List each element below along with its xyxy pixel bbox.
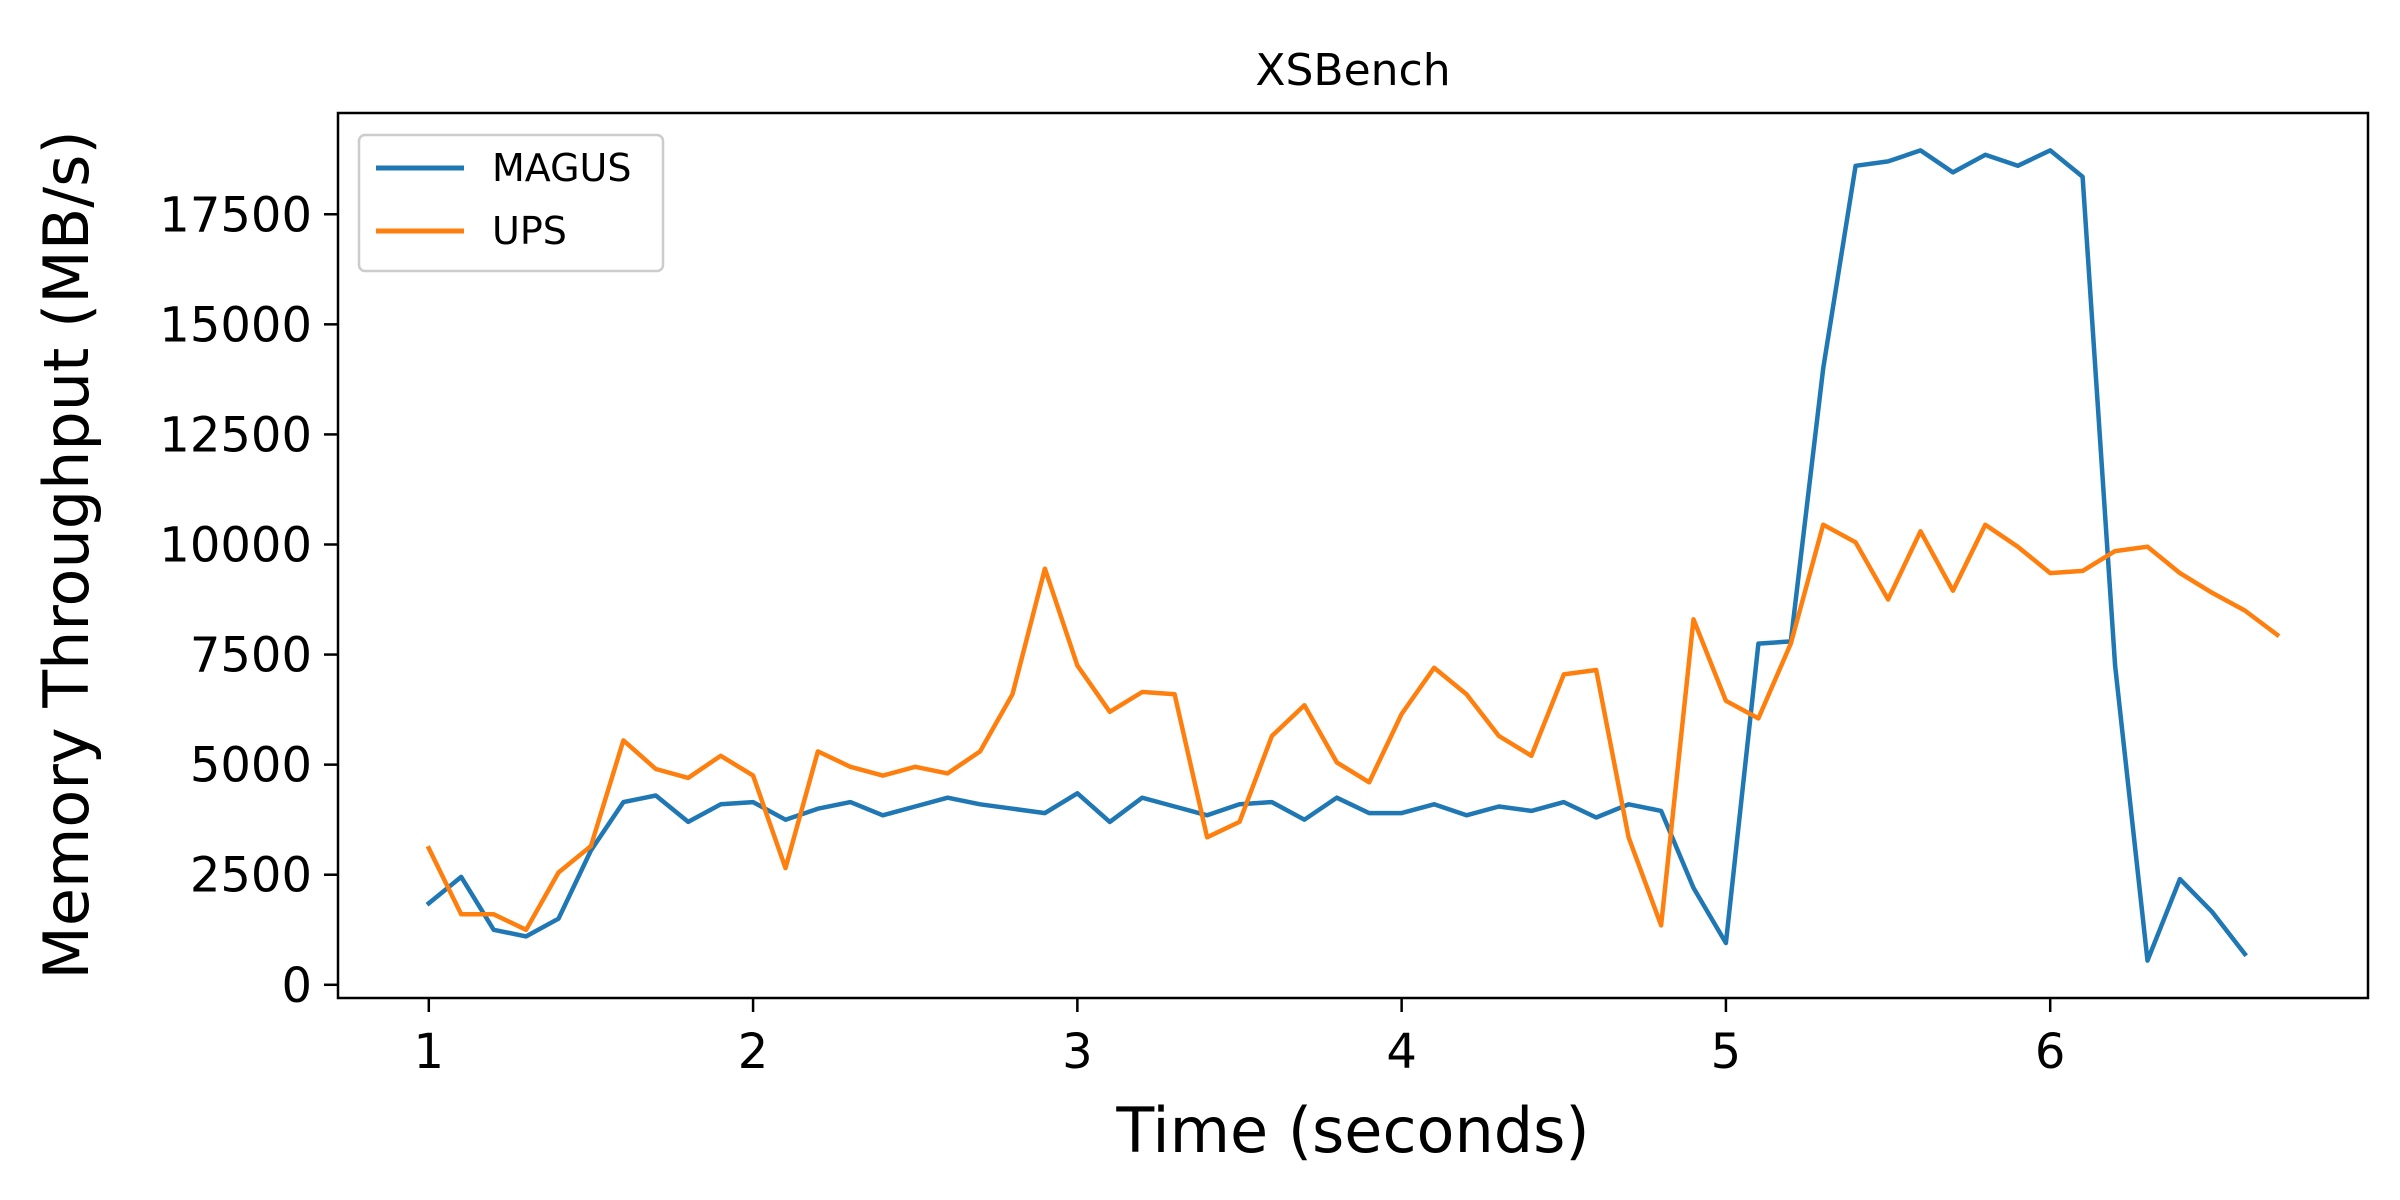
y-tick-label: 7500: [190, 628, 312, 684]
x-tick-label: 1: [414, 1024, 445, 1080]
plot-area-frame: [336, 111, 2370, 1000]
legend-label-magus: MAGUS: [492, 146, 632, 190]
x-tick-label: 6: [2035, 1024, 2066, 1080]
x-tick-label: 4: [1386, 1024, 1417, 1080]
y-tick-label: 12500: [159, 407, 312, 463]
y-tick-label: 17500: [159, 187, 312, 243]
x-tick-label: 3: [1062, 1024, 1093, 1080]
series-line-ups: [425, 522, 2281, 933]
y-tick-label: 10000: [159, 517, 312, 573]
y-tick-label: 0: [281, 958, 312, 1014]
x-tick-label: 5: [1711, 1024, 1742, 1080]
y-tick-label: 15000: [159, 297, 312, 353]
x-axis-label: Time (seconds): [1115, 1094, 1589, 1167]
y-tick-label: 2500: [190, 848, 312, 904]
legend-label-ups: UPS: [492, 209, 567, 253]
axes-layer: 1 2 3 4 5 6 0 2500 5000 7500 10000 12500 15000 17500: [159, 187, 2065, 1080]
legend: MAGUS UPS: [357, 133, 665, 273]
y-axis-label: Memory Throughput (MB/s): [30, 130, 103, 979]
series-layer: [425, 148, 2281, 963]
y-tick-label: 5000: [190, 738, 312, 794]
chart-title: XSBench: [1255, 45, 1450, 96]
x-tick-label: 2: [738, 1024, 769, 1080]
series-line-magus: [425, 148, 2248, 963]
